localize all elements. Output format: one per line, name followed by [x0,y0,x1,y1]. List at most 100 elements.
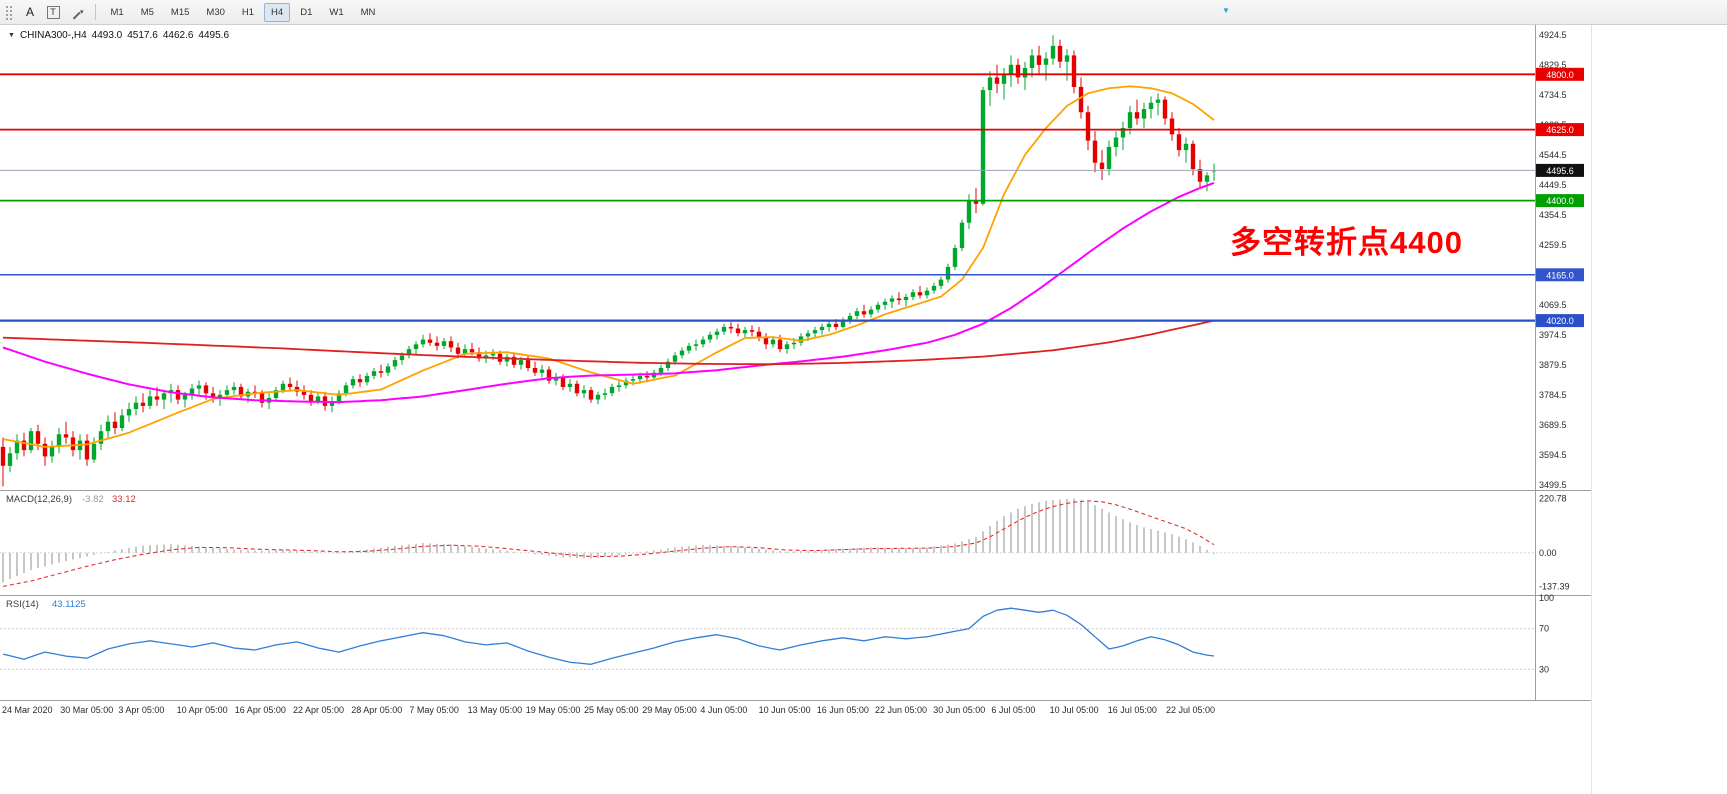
candle-body [882,301,888,305]
text-tool-button[interactable]: T [42,2,64,22]
price-badge-label: 4625.0 [1546,125,1574,135]
candle-body [756,331,762,338]
candle-body [1036,55,1042,65]
candle-body [567,383,573,387]
candle-body [91,443,97,460]
candle-body [623,380,629,386]
candle-body [525,360,531,368]
candle-body [518,360,524,365]
candle-body [833,323,839,327]
time-axis-label: 24 Mar 2020 [2,705,53,715]
candle-body [420,339,426,345]
candle-body [469,349,475,353]
candle-body [798,336,804,343]
candle-body [644,375,650,378]
candle-body [672,355,678,362]
macd-label: MACD(12,26,9) [6,494,72,505]
price-badge-label: 4020.0 [1546,316,1574,326]
candle-body [140,402,146,406]
ma-line-fast-orange [2,85,1215,448]
trendline-icon [66,4,81,20]
candle-body [966,200,972,223]
timeframe-button-w1[interactable]: W1 [322,3,350,22]
candle-body [1204,175,1210,182]
candle-body [42,443,48,457]
candle-body [1155,99,1161,103]
timeframe-button-d1[interactable]: D1 [293,3,319,22]
candle-body [1050,45,1056,59]
candle-body [987,77,993,91]
candle-body [392,360,398,367]
timeframe-button-h1[interactable]: H1 [235,3,261,22]
candle-body [595,394,601,400]
candle-body [812,330,818,334]
candle-body [581,390,587,394]
candle-body [952,248,958,267]
timeframe-button-m30[interactable]: M30 [199,3,231,22]
time-axis-label: 22 Apr 05:00 [293,705,344,715]
timeframe-button-m1[interactable]: M1 [104,3,131,22]
candle-body [315,396,321,402]
rsi-line [2,607,1215,665]
candle-body [574,383,580,394]
candle-body [112,421,118,428]
ohlc-open: 4493.0 [91,30,123,41]
macd-main-value: -3.82 [82,494,104,505]
rsi-axis-label: 70 [1539,624,1549,634]
candle-body [679,350,685,356]
toolbar-overflow-arrow-icon[interactable]: ▼ [1222,6,1230,15]
candle-body [231,386,237,391]
symbol-timeframe-label: CHINA300-,H4 [19,30,87,41]
price-axis-label: 4069.5 [1539,300,1567,310]
rsi-axis-label: 30 [1539,664,1549,674]
candle-body [413,344,419,349]
candle-body [490,353,496,356]
toolbar-grip-icon[interactable] [5,4,13,20]
candle-body [7,453,13,466]
candle-body [154,396,160,400]
rsi-value: 43.1125 [52,599,86,610]
candle-body [259,393,265,403]
price-axis-label: 4734.5 [1539,90,1567,100]
candle-body [301,391,307,395]
time-axis-label: 7 May 05:00 [409,705,459,715]
candle-body [1064,55,1070,62]
price-axis-label: 3974.5 [1539,330,1567,340]
candle-body [287,383,293,387]
candle-body [826,323,832,327]
candle-body [560,377,566,387]
candle-body [805,333,811,337]
time-axis-label: 22 Jun 05:00 [875,705,927,715]
chart-title-expand-icon[interactable]: ▼ [8,32,15,39]
candle-body [224,390,230,395]
candle-body [441,341,447,346]
timeframe-button-mn[interactable]: MN [354,3,383,22]
price-axis-label: 4924.5 [1539,30,1567,40]
candle-body [434,342,440,346]
price-badge-4800.0 [1536,67,1584,81]
annotation-tool-button[interactable]: A [19,2,41,22]
candle-body [889,298,895,302]
candle-body [742,330,748,334]
candle-body [511,356,517,365]
candle-body [1120,128,1126,138]
candle-body [189,388,195,395]
time-axis-label: 6 Jul 05:00 [991,705,1035,715]
candle-body [56,434,62,447]
timeframe-button-m15[interactable]: M15 [164,3,196,22]
timeframe-button-m5[interactable]: M5 [134,3,161,22]
ohlc-high: 4517.6 [127,30,158,41]
chart-canvas[interactable]: 4924.54829.54734.54639.54544.54449.54354… [0,25,1727,794]
candle-body [21,440,27,451]
shapes-tool-button[interactable]: ▾ [65,2,88,22]
candle-body [1057,45,1063,62]
chart-annotation-text[interactable]: 多空转折点4400 [1230,225,1463,260]
candle-body [938,279,944,286]
candle-body [665,361,671,368]
time-axis-label: 30 Mar 05:00 [60,705,113,715]
ohlc-close: 4495.6 [198,30,230,41]
time-axis-label: 25 May 05:00 [584,705,639,715]
timeframe-button-h4[interactable]: H4 [264,2,291,22]
candle-body [217,394,223,398]
candle-body [693,344,699,346]
